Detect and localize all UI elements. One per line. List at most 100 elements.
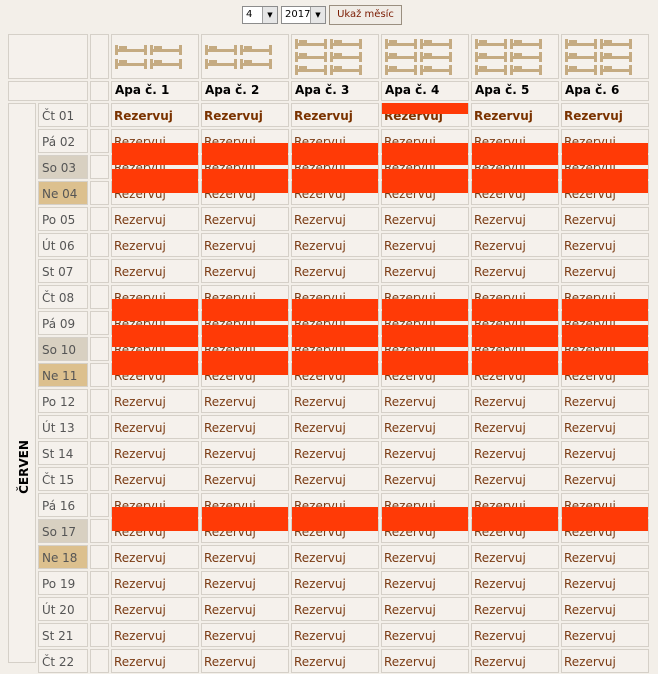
year-select[interactable]: 2017 ▼ [281,6,326,24]
reserve-link[interactable]: Rezervuj [561,259,649,283]
reserve-link[interactable]: Rezervuj [291,415,379,439]
reserve-link[interactable]: Rezervuj [201,597,289,621]
reserve-link[interactable]: Rezervuj [381,649,469,673]
bed-icon [420,65,452,75]
reserve-link[interactable]: Rezervuj [201,259,289,283]
reserve-link[interactable]: Rezervuj [561,649,649,673]
reserve-link[interactable]: Rezervuj [561,233,649,257]
bed-icon [330,65,362,75]
reserve-link[interactable]: Rezervuj [201,623,289,647]
booked-block [202,351,288,375]
reserve-link[interactable]: Rezervuj [111,259,199,283]
marker-cell [90,493,109,517]
reserve-link[interactable]: Rezervuj [561,467,649,491]
reserve-link[interactable]: Rezervuj [471,467,559,491]
reserve-link[interactable]: Rezervuj [291,545,379,569]
booked-block [292,143,378,165]
bed-icon [600,52,632,62]
reserve-link[interactable]: Rezervuj [201,571,289,595]
reserve-link[interactable]: Rezervuj [201,207,289,231]
bed-icon [330,52,362,62]
reserve-link[interactable]: Rezervuj [111,545,199,569]
reserve-link[interactable]: Rezervuj [561,103,649,127]
reserve-link[interactable]: Rezervuj [291,233,379,257]
booked-block [382,325,468,347]
reserve-link[interactable]: Rezervuj [381,441,469,465]
reserve-link[interactable]: Rezervuj [471,571,559,595]
reserve-link[interactable]: Rezervuj [201,389,289,413]
reserve-link[interactable]: Rezervuj [291,103,379,127]
reserve-link[interactable]: Rezervuj [561,571,649,595]
reserve-link[interactable]: Rezervuj [381,571,469,595]
reserve-link[interactable]: Rezervuj [561,623,649,647]
reserve-link[interactable]: Rezervuj [111,389,199,413]
reserve-link[interactable]: Rezervuj [471,623,559,647]
reserve-link[interactable]: Rezervuj [471,233,559,257]
reserve-link[interactable]: Rezervuj [111,103,199,127]
bed-icon [385,65,417,75]
reserve-link[interactable]: Rezervuj [561,441,649,465]
reserve-link[interactable]: Rezervuj [291,389,379,413]
reserve-link[interactable]: Rezervuj [291,207,379,231]
booked-block [382,507,468,531]
apartment-name: Apa č. 6 [561,81,649,101]
header-corner [8,34,88,79]
reserve-link[interactable]: Rezervuj [471,649,559,673]
marker-cell [90,259,109,283]
reserve-link[interactable]: Rezervuj [471,441,559,465]
reserve-link[interactable]: Rezervuj [381,623,469,647]
reserve-link[interactable]: Rezervuj [381,389,469,413]
reserve-link[interactable]: Rezervuj [381,415,469,439]
reserve-link[interactable]: Rezervuj [561,207,649,231]
marker-cell [90,337,109,361]
reserve-link[interactable]: Rezervuj [291,571,379,595]
reserve-link[interactable]: Rezervuj [381,207,469,231]
reserve-link[interactable]: Rezervuj [561,597,649,621]
reserve-link[interactable]: Rezervuj [381,467,469,491]
reserve-link[interactable]: Rezervuj [201,415,289,439]
reserve-link[interactable]: Rezervuj [111,597,199,621]
reserve-link[interactable]: Rezervuj [111,571,199,595]
reserve-link[interactable]: Rezervuj [201,649,289,673]
reserve-link[interactable]: Rezervuj [561,415,649,439]
reserve-link[interactable]: Rezervuj [471,415,559,439]
bed-icon [150,59,182,69]
reserve-link[interactable]: Rezervuj [381,259,469,283]
reserve-link[interactable]: Rezervuj [471,207,559,231]
reserve-link[interactable]: Rezervuj [201,467,289,491]
reserve-link[interactable]: Rezervuj [111,649,199,673]
reserve-link[interactable]: Rezervuj [111,233,199,257]
reserve-link[interactable]: Rezervuj [201,103,289,127]
bed-icon [115,59,147,69]
month-column [8,103,36,663]
booked-block [382,143,468,165]
reserve-link[interactable]: Rezervuj [291,259,379,283]
reserve-link[interactable]: Rezervuj [471,103,559,127]
reserve-link[interactable]: Rezervuj [291,597,379,621]
reserve-link[interactable]: Rezervuj [561,545,649,569]
reserve-link[interactable]: Rezervuj [111,207,199,231]
reserve-link[interactable]: Rezervuj [561,389,649,413]
reserve-link[interactable]: Rezervuj [471,389,559,413]
reserve-link[interactable]: Rezervuj [111,623,199,647]
reserve-link[interactable]: Rezervuj [381,597,469,621]
month-select[interactable]: 4 ▼ [242,6,278,24]
reserve-link[interactable]: Rezervuj [291,441,379,465]
reserve-link[interactable]: Rezervuj [291,467,379,491]
show-month-button[interactable]: Ukaž měsíc [329,5,402,25]
reserve-link[interactable]: Rezervuj [381,233,469,257]
reserve-link[interactable]: Rezervuj [111,415,199,439]
reserve-link[interactable]: Rezervuj [201,545,289,569]
reserve-link[interactable]: Rezervuj [291,649,379,673]
booked-block [202,507,288,531]
reserve-link[interactable]: Rezervuj [471,545,559,569]
reserve-link[interactable]: Rezervuj [201,441,289,465]
reserve-link[interactable]: Rezervuj [291,623,379,647]
reserve-link[interactable]: Rezervuj [111,467,199,491]
reserve-link[interactable]: Rezervuj [471,597,559,621]
reserve-link[interactable]: Rezervuj [381,545,469,569]
reserve-link[interactable]: Rezervuj [471,259,559,283]
reserve-link[interactable]: Rezervuj [111,441,199,465]
reserve-link[interactable]: Rezervuj [201,233,289,257]
booked-block [472,351,558,375]
